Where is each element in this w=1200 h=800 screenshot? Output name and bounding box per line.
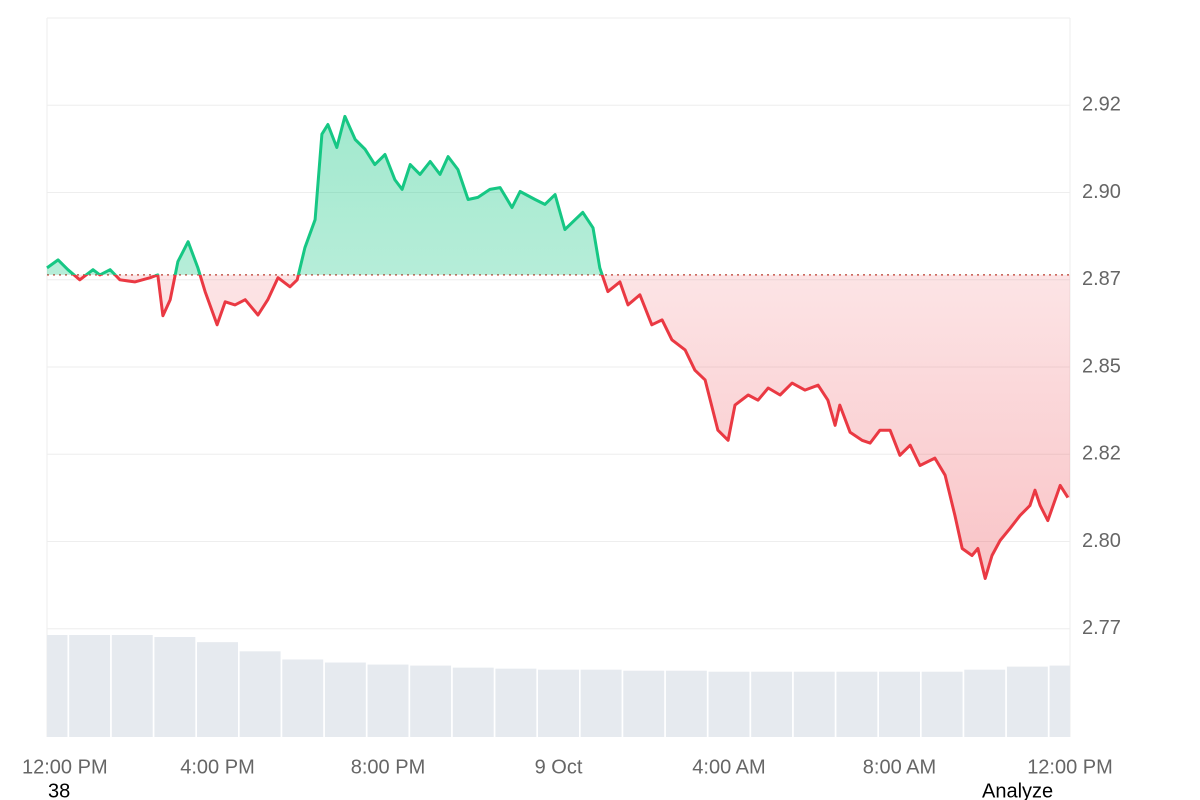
y-tick-label: 2.85 xyxy=(1082,355,1121,377)
volume-bar xyxy=(69,635,111,737)
footer-right[interactable]: Analyze xyxy=(982,780,1053,800)
volume-bar xyxy=(964,669,1006,737)
volume-bar xyxy=(154,637,196,737)
price-line-up xyxy=(46,114,604,275)
volume-bar xyxy=(197,642,238,737)
y-tick-label: 2.77 xyxy=(1082,617,1121,639)
volume-bar xyxy=(111,635,153,737)
y-tick-label: 2.90 xyxy=(1082,181,1121,203)
y-tick-label: 2.82 xyxy=(1082,443,1121,465)
volume-bar xyxy=(708,671,750,737)
y-tick-label: 2.87 xyxy=(1082,268,1121,290)
footer-left: 38 xyxy=(48,780,70,800)
x-tick-label: 8:00 PM xyxy=(351,756,425,778)
volume-bar xyxy=(1006,666,1048,737)
plot: 2.77 2.80 2.82 2.85 2.87 2.90 2.92 12:00 PM 4:00… xyxy=(22,17,1121,778)
y-tick-label: 2.80 xyxy=(1082,530,1121,552)
x-tick-label: 9 Oct xyxy=(535,756,583,778)
volume-bar xyxy=(239,651,281,737)
x-tick-label: 8:00 AM xyxy=(863,756,936,778)
volume-bar xyxy=(879,671,920,737)
volume-bar xyxy=(665,670,707,737)
volume-bar xyxy=(324,662,366,737)
volume-bar xyxy=(410,665,452,737)
area-down xyxy=(74,274,1070,579)
volume-bar xyxy=(367,664,409,737)
volume-bar xyxy=(793,671,835,737)
volume-bar xyxy=(751,671,793,737)
volume-bar xyxy=(452,667,494,737)
y-tick-label: 2.92 xyxy=(1082,94,1121,116)
volume-bar xyxy=(47,635,68,737)
x-tick-label: 4:00 PM xyxy=(180,756,254,778)
volume-bar xyxy=(836,671,878,737)
volume-bar xyxy=(580,669,622,737)
volume-bar xyxy=(1049,665,1070,737)
area-up xyxy=(47,116,1070,275)
volume-bar xyxy=(623,670,665,737)
price-line-down xyxy=(71,274,1070,580)
x-tick-label: 12:00 PM xyxy=(1027,756,1113,778)
volume-bar xyxy=(495,668,537,737)
x-tick-label: 4:00 AM xyxy=(692,756,765,778)
volume-bar xyxy=(282,659,324,737)
volume-bar xyxy=(538,669,579,737)
volume-bar xyxy=(921,671,963,737)
x-tick-label: 12:00 PM xyxy=(22,756,108,778)
